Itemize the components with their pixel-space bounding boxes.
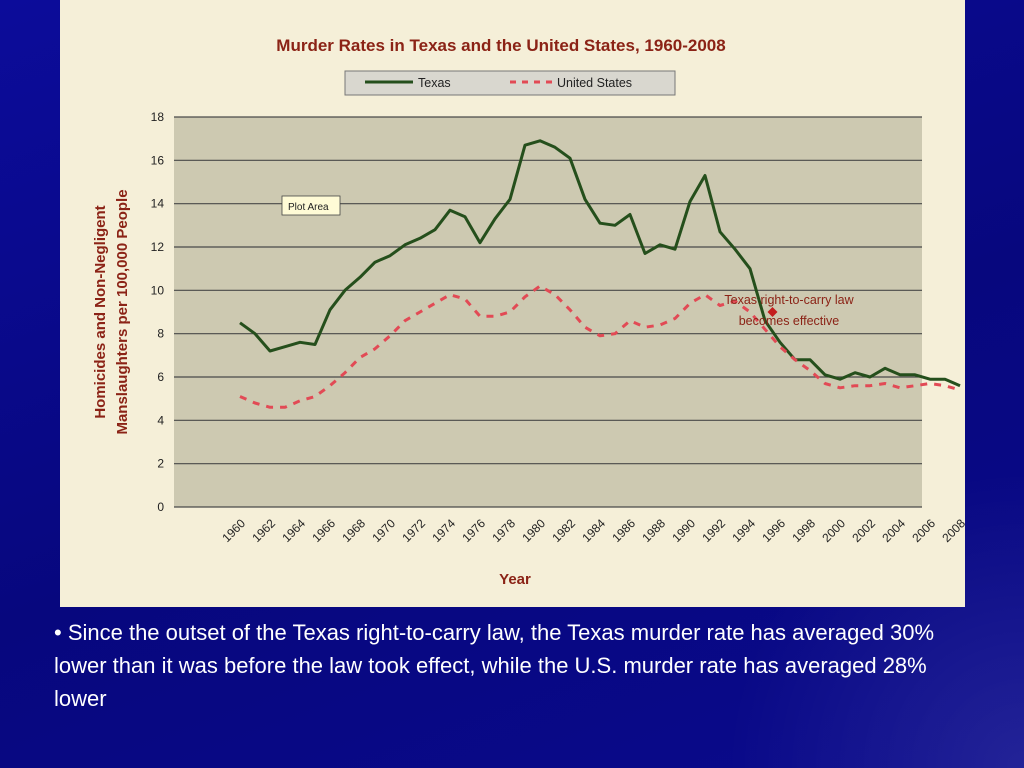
x-tick-label: 2004 xyxy=(879,516,908,545)
y-tick-label: 18 xyxy=(151,110,165,124)
x-tick-label: 1966 xyxy=(309,516,338,545)
y-tick-label: 0 xyxy=(157,500,164,514)
x-tick-label: 1970 xyxy=(369,516,398,545)
chart-title: Murder Rates in Texas and the United Sta… xyxy=(276,36,725,55)
legend-texas-label: Texas xyxy=(418,76,451,90)
series-line-united-states xyxy=(239,284,961,409)
x-tick-label: 1978 xyxy=(489,516,518,545)
x-tick-label: 2006 xyxy=(909,516,938,545)
legend-us-label: United States xyxy=(557,76,632,90)
y-tick-label: 16 xyxy=(151,153,165,167)
x-tick-label: 2000 xyxy=(819,516,848,545)
x-tick-label: 1982 xyxy=(549,516,578,545)
x-tick-label: 1960 xyxy=(219,516,248,545)
slide-caption: • Since the outset of the Texas right-to… xyxy=(54,620,935,711)
murder-rate-chart: Murder Rates in Texas and the United Sta… xyxy=(92,36,965,588)
legend: Texas United States xyxy=(344,70,676,96)
x-tick-label: 1980 xyxy=(519,516,548,545)
series-line-texas xyxy=(239,139,961,388)
x-tick-label: 1984 xyxy=(579,516,608,545)
gridlines xyxy=(174,116,922,508)
x-tick-label: 2002 xyxy=(849,516,878,545)
x-tick-label: 1972 xyxy=(399,516,428,545)
annotation-marker xyxy=(767,307,778,317)
y-axis-title-line-1: Homicides and Non-Negligent xyxy=(92,205,109,418)
annotation-group: Texas right-to-carry law becomes effecti… xyxy=(724,293,854,328)
y-axis-title-line-2: Manslaughters per 100,000 People xyxy=(114,189,131,434)
x-tick-label: 1968 xyxy=(339,516,368,545)
x-tick-label: 1990 xyxy=(669,516,698,545)
x-tick-label: 1986 xyxy=(609,516,638,545)
x-tick-label: 1974 xyxy=(429,516,458,545)
y-tick-label: 8 xyxy=(157,327,164,341)
x-tick-label: 1992 xyxy=(699,516,728,545)
x-tick-label: 1988 xyxy=(639,516,668,545)
annotation-line-1: Texas right-to-carry law xyxy=(724,293,854,307)
y-tick-label: 4 xyxy=(157,413,164,427)
plot-area-label: Plot Area xyxy=(288,202,329,213)
plot-area-tooltip: Plot Area xyxy=(281,195,341,216)
x-tick-label: 1994 xyxy=(729,516,758,545)
y-tick-label: 10 xyxy=(151,283,165,297)
x-tick-labels: 1960 1962 1964 1966 1968 1970 1972 1974 1976 1978… xyxy=(219,516,965,545)
x-tick-label: 1962 xyxy=(249,516,278,545)
y-tick-label: 6 xyxy=(157,370,164,384)
annotation-line-2: becomes effective xyxy=(739,314,840,328)
x-tick-label: 2008 xyxy=(939,516,965,545)
series-lines xyxy=(239,139,961,409)
x-tick-label: 1998 xyxy=(789,516,818,545)
x-tick-label: 1996 xyxy=(759,516,788,545)
y-tick-label: 14 xyxy=(151,197,165,211)
chart-panel: Murder Rates in Texas and the United Sta… xyxy=(60,0,965,607)
x-tick-label: 1964 xyxy=(279,516,308,545)
y-tick-labels: 0 2 4 6 8 10 12 14 16 18 xyxy=(151,110,165,514)
y-tick-label: 2 xyxy=(157,457,164,471)
x-axis-title: Year xyxy=(499,571,531,588)
y-tick-label: 12 xyxy=(151,240,165,254)
plot-area xyxy=(174,117,922,507)
x-tick-label: 1976 xyxy=(459,516,488,545)
